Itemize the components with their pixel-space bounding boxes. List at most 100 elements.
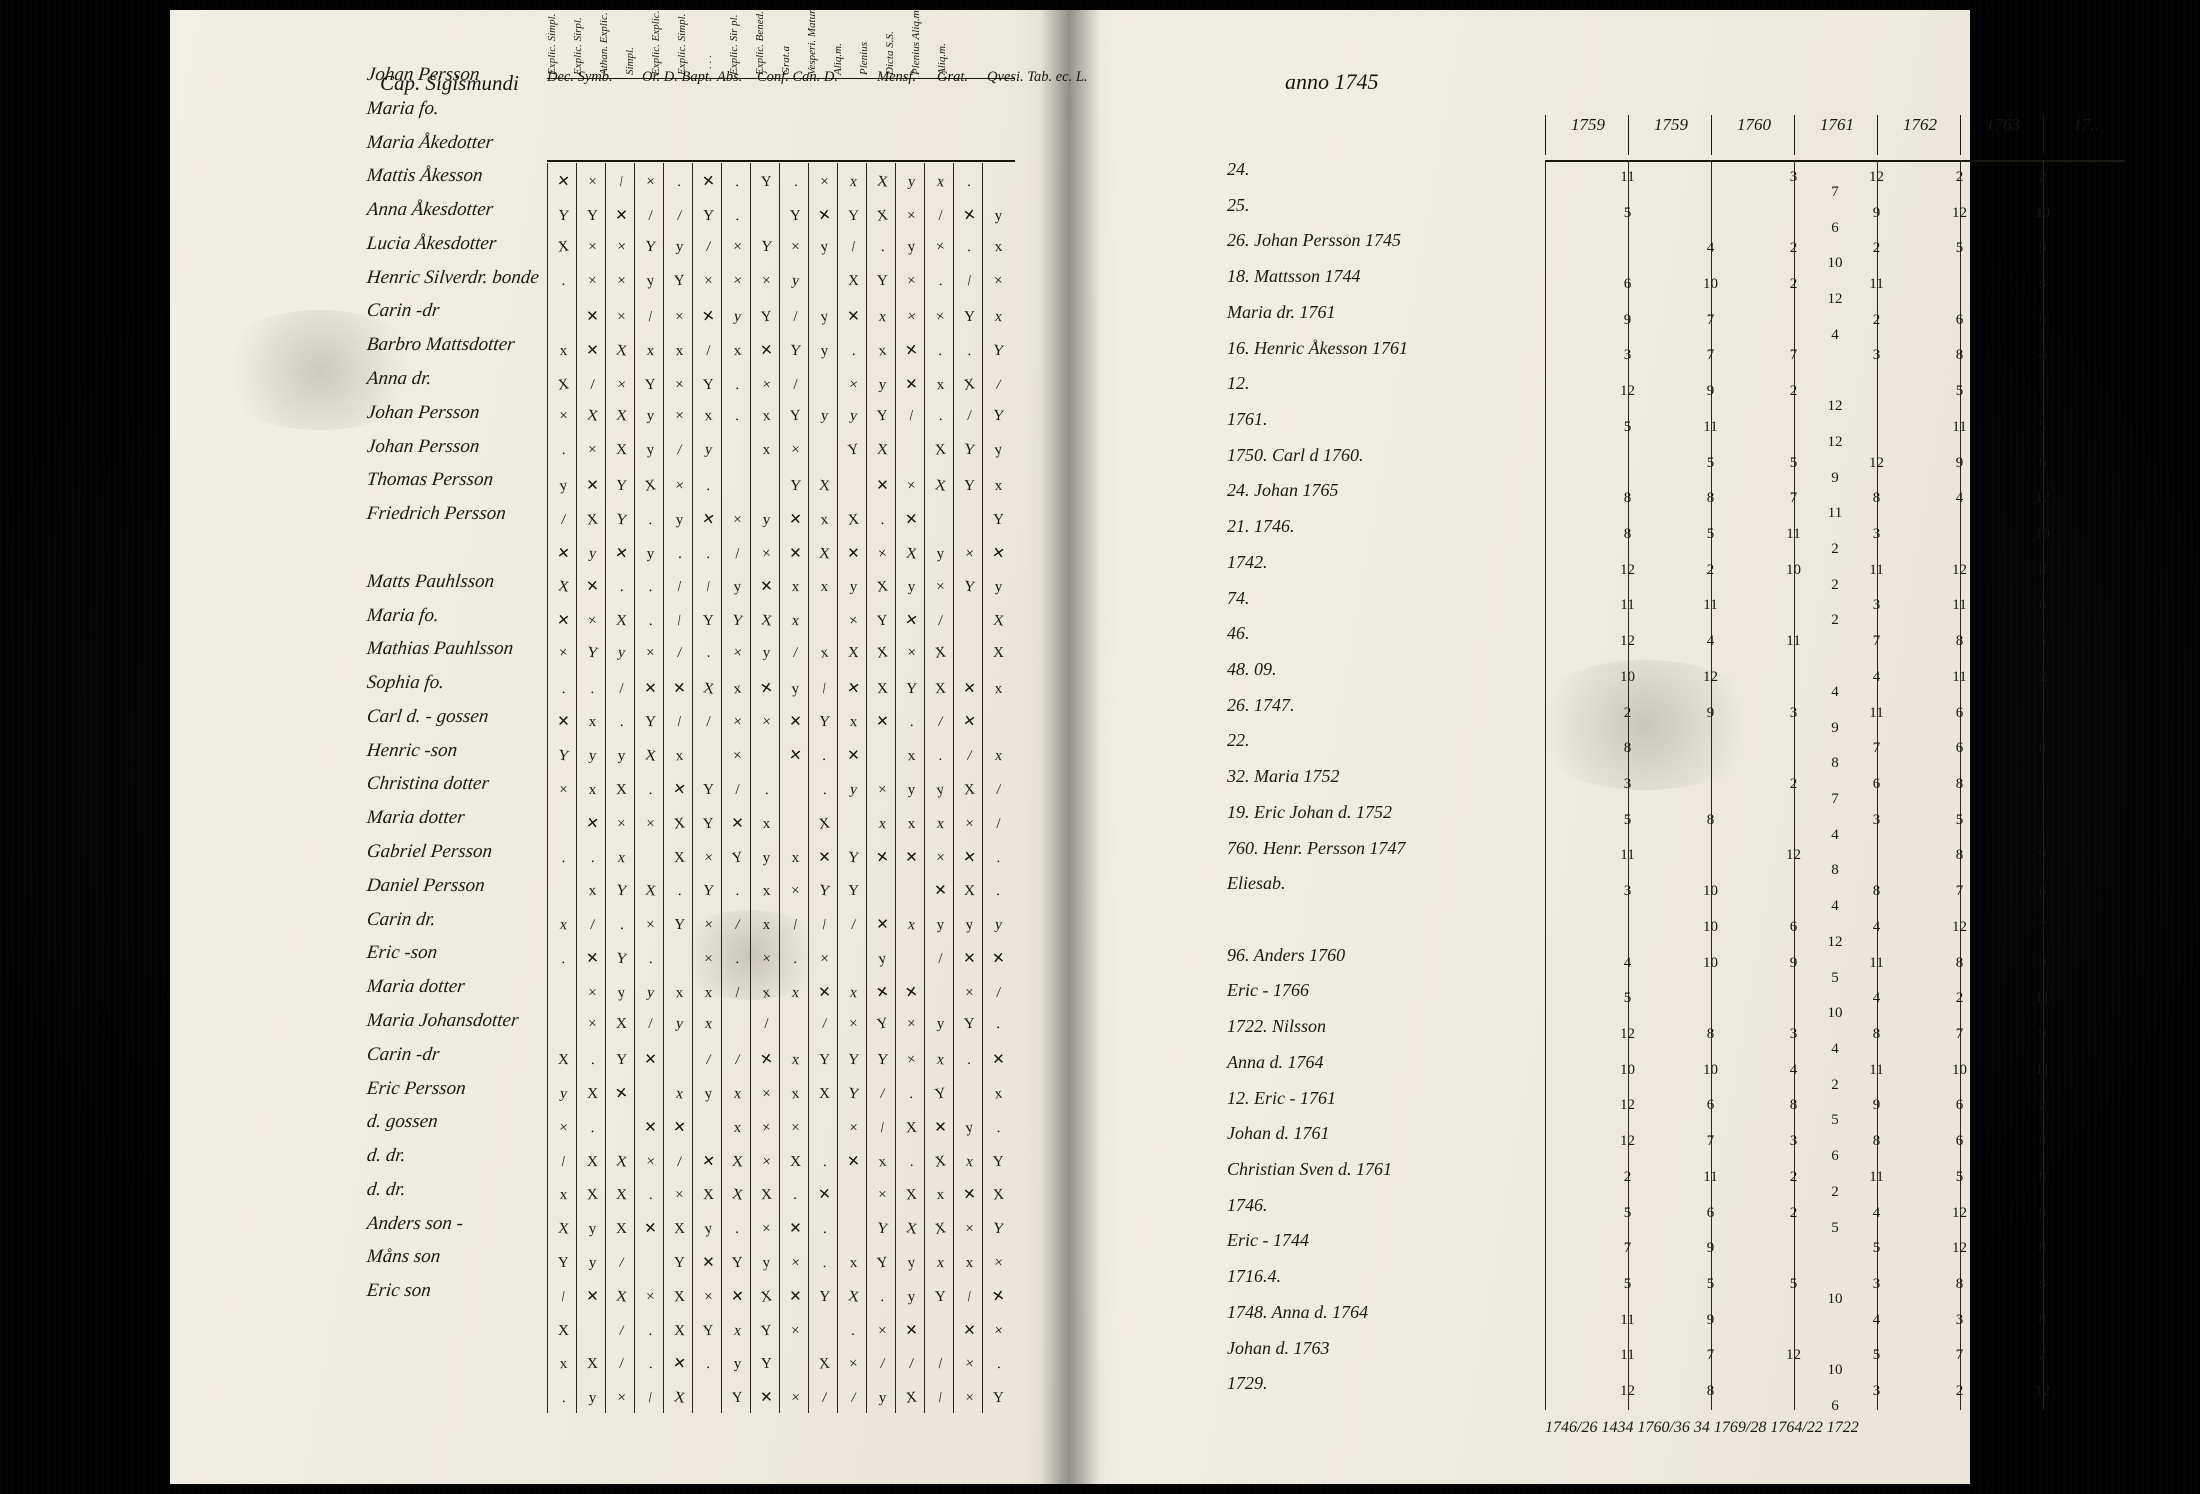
year-number-cell: 11 [1835,706,1918,721]
mark-cell: × [665,1187,695,1206]
mark-cell: / [896,1355,926,1374]
mark-cell: . [983,882,1014,903]
mark-cell: X [635,882,666,902]
mark-cell: Y [780,477,810,496]
mark-cell: × [693,848,724,868]
year-number-cell: 8 [1918,1277,2001,1292]
mark-cell: ✕ [838,677,870,700]
mark-cell: x [751,407,782,428]
mark-cell: ✕ [694,1253,723,1272]
mark-cell: . [664,543,696,565]
year-number-cell: 6 [1918,706,2001,721]
mark-cell: X [896,1186,926,1205]
mark-cell: X [925,1151,956,1172]
mark-cell: X [867,643,898,664]
mark-cell: Y [693,882,723,902]
mark-cell: ✕ [607,205,637,225]
left-page-name-row: Friedrich Persson [366,504,507,523]
left-page-table: Cap. Sigismundi Dec. Symb. Or. D. Bapt. … [365,65,1015,1445]
mark-cell: y [838,406,869,427]
year-number-cell: 6 [1669,1206,1752,1221]
mark-cell: x [839,714,869,732]
mark-cell: × [751,544,782,564]
mark-cell: x [548,1355,578,1374]
mark-cell: x [839,1254,869,1273]
year-number-cell: 11 [2001,991,2084,1006]
left-page-name-row: Eric Persson [366,1079,467,1098]
mark-cell: X [867,206,898,227]
mark-cell: x [955,1254,985,1272]
mark-cell: . [606,915,637,936]
mark-cell: . [722,1219,753,1240]
mark-cell: ✕ [954,204,986,227]
mark-cell [665,961,694,965]
mark-cell: Y [751,173,781,192]
right-page-entry-row: 1750. Carl d 1760. [1227,446,1364,464]
mark-cell: y [548,1084,579,1104]
mark-cell: . [983,1015,1014,1035]
mark-cell: x [751,982,782,1004]
right-page-entry-row: Johan d. 1761 [1227,1124,1330,1142]
left-page-name-row: Mathias Pauhlsson [366,639,514,658]
manuscript-content: Cap. Sigismundi Dec. Symb. Or. D. Bapt. … [170,10,1970,1484]
mark-cell: ✕ [868,476,897,496]
right-page-entry-row: Anna d. 1764 [1227,1053,1324,1071]
right-page-entry-row: Maria dr. 1761 [1227,303,1336,321]
mark-cell [984,184,1013,188]
right-number-row: 5 5 12 9 69 [1545,456,2125,486]
mark-cell: x [983,747,1013,767]
left-page-name-row: Maria Åkedotter [366,133,494,152]
mark-cell [810,453,839,456]
right-page-entry-row: 16. Henric Åkesson 1761 [1227,339,1408,357]
mark-cell: ✕ [548,610,579,632]
mark-cell: . [867,1288,897,1307]
year-number-cell: 4 [1794,899,1877,914]
year-number-cell: 11 [1835,956,1918,971]
mark-cell: Y [578,208,607,225]
mark-cell: × [954,815,984,834]
mark-cell: × [868,1187,897,1204]
mark-cell: y [926,545,956,563]
mark-cell: × [577,272,607,292]
left-page-name-row: Barbro Mattsdotter [366,335,516,354]
left-page-name-row: Maria Johansdotter [366,1011,519,1030]
mark-cell: / [955,408,985,426]
mark-cell: / [780,916,811,936]
left-mark-row: × Yy × /. × y / x X X × X X [547,645,1015,662]
mark-cell: x [867,1152,898,1173]
right-year-data-area: 11 3 12 2 27 5 9 12 106 4 2 2 5 910 6 10 2 11 312 9 7 2 6 64 3 7 7… [1545,160,2125,1410]
mark-cell: . [954,1050,985,1071]
year-number-cell: 7 [1586,1241,1669,1256]
mark-cell: ✕ [896,374,926,395]
mark-cell: . [693,1355,724,1376]
mark-cell: ✕ [693,1150,724,1172]
year-number-cell: 11 [1669,420,1752,435]
year-number-cell: 3 [2001,1277,2084,1292]
mark-cell: x [664,747,694,767]
year-number-cell: 5 [1586,1277,1669,1292]
mark-cell: X [578,1153,607,1170]
mark-cell: × [752,1085,782,1103]
mark-cell: y [606,643,637,664]
mark-cell: / [983,781,1013,801]
mark-cell: Y [577,643,608,664]
mark-cell [984,725,1013,728]
year-number-cell: 3 [1835,813,1918,828]
mark-cell: / [954,1287,985,1308]
mark-cell: × [636,644,666,662]
mark-cell: / [780,643,811,663]
mark-cell: x [722,342,752,361]
mark-cell: Y [694,613,723,631]
year-number-cell: 9 [2001,956,2084,971]
mark-cell: x [983,680,1013,699]
left-page-name-row: Johan Persson [366,437,480,456]
year-number-cell: 12 [1669,670,1752,685]
mark-cell: y [839,579,869,597]
year-number-cell: 6 [1794,221,1877,236]
year-number-cell: 4 [1835,991,1918,1006]
mark-cell: X [722,1152,752,1172]
year-number-cell: 5 [1794,971,1877,986]
mark-cell: Y [606,477,636,496]
year-number-cell: 8 [2001,563,2084,578]
mark-cell: × [722,643,753,664]
